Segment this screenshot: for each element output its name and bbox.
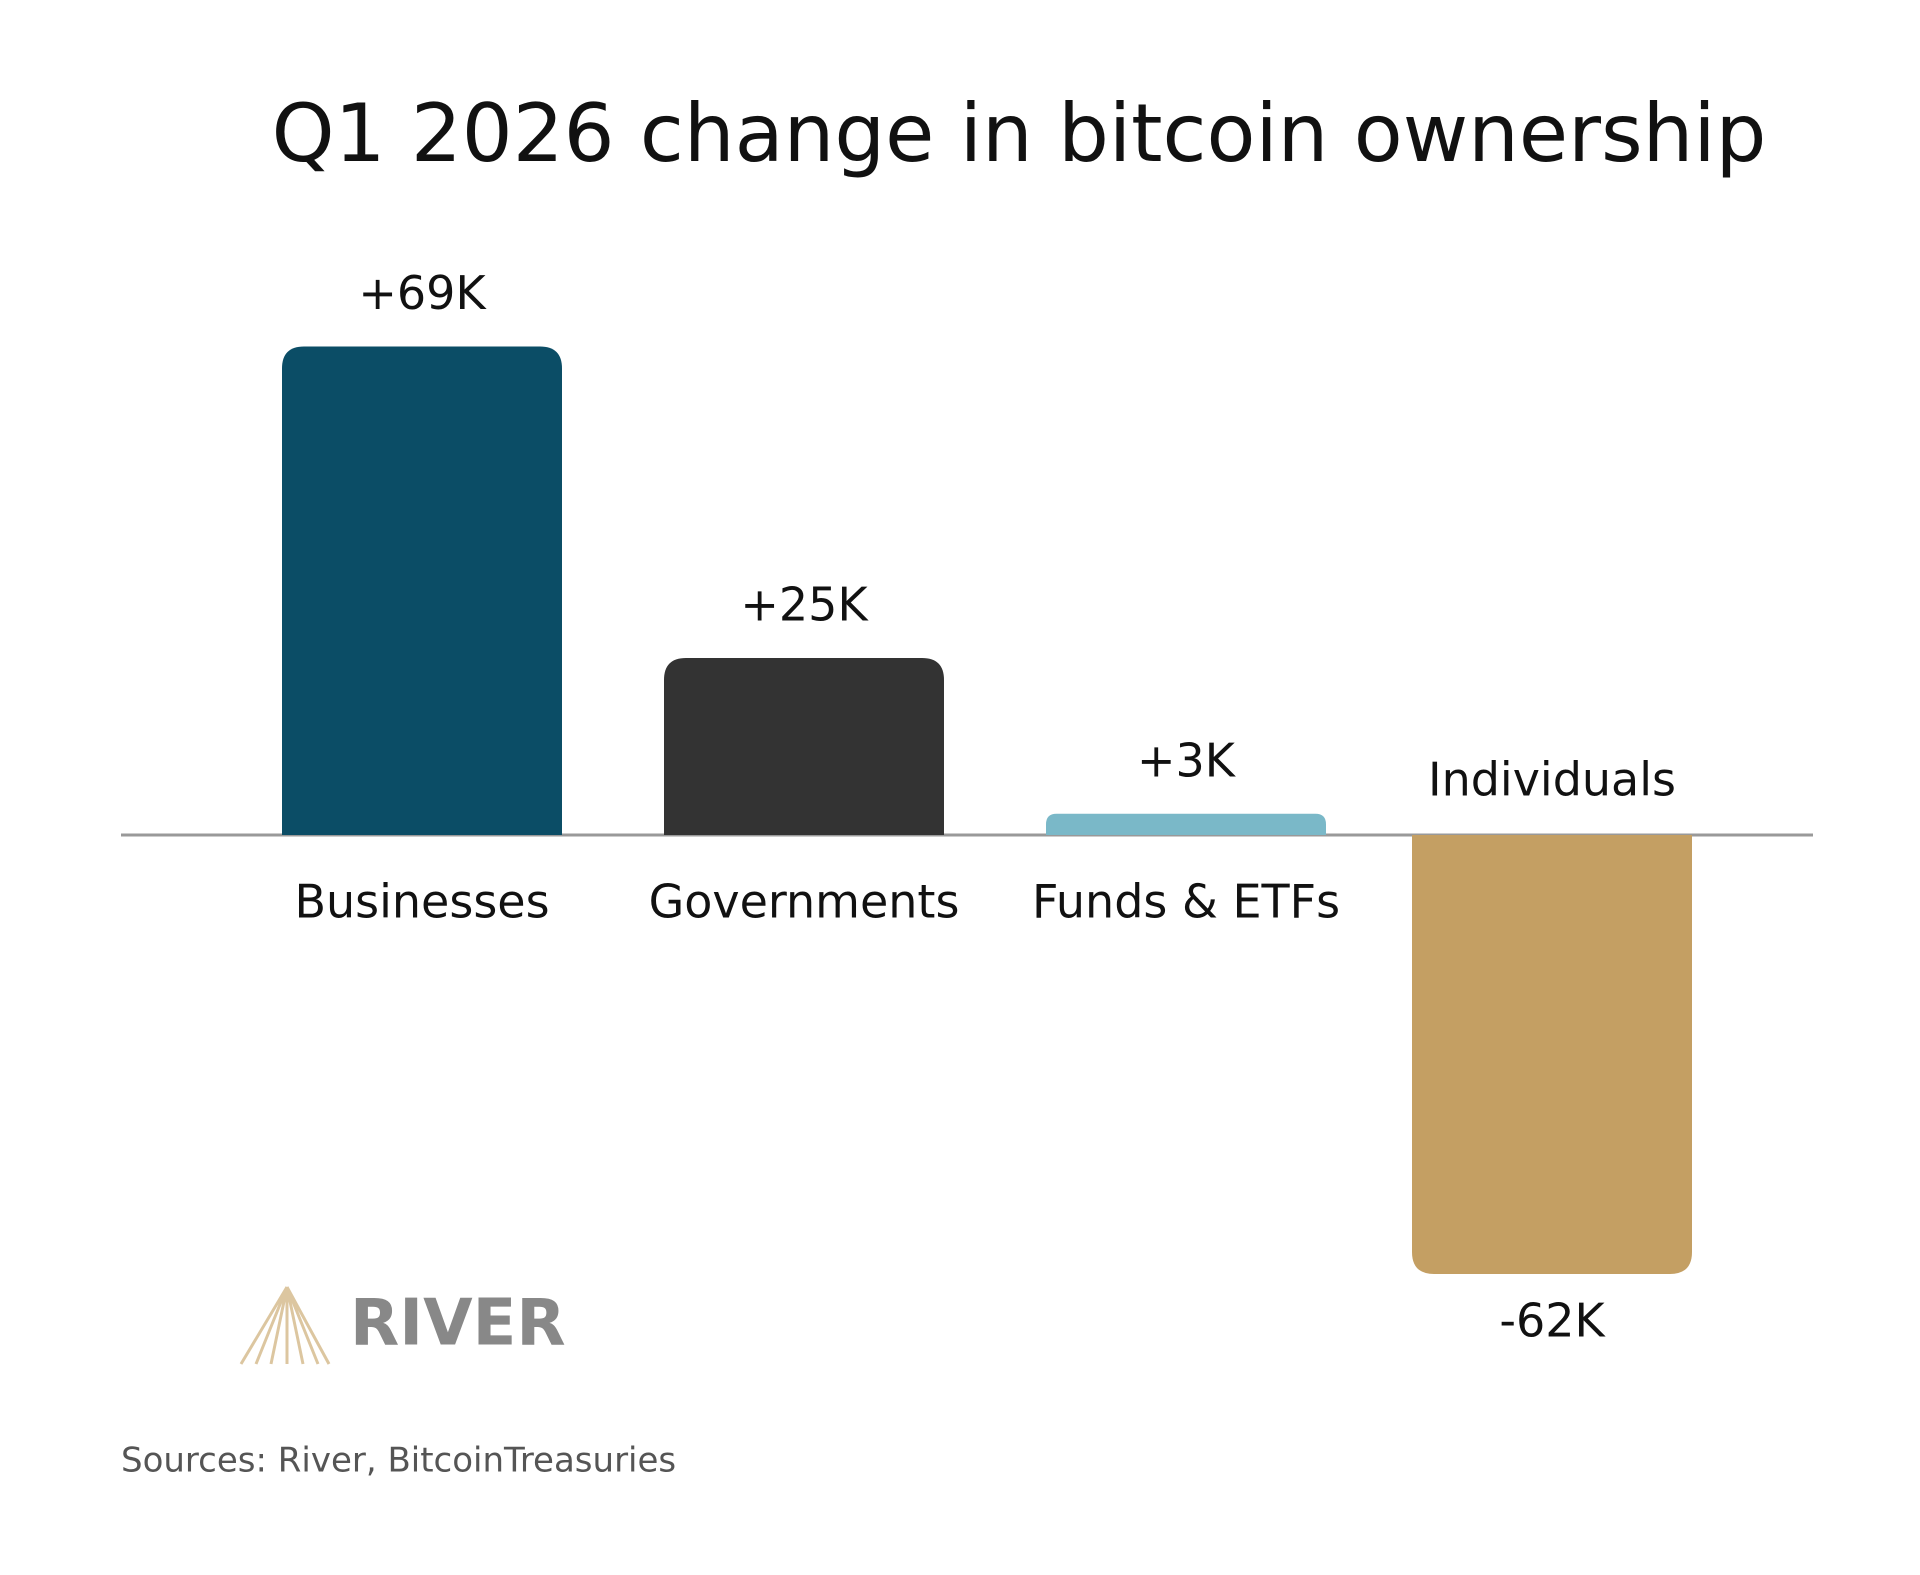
- logo-text: RIVER: [350, 1287, 566, 1361]
- category-label: Individuals: [1428, 753, 1676, 807]
- bar: [282, 346, 562, 835]
- value-label: +3K: [1137, 733, 1237, 787]
- chart-title: Q1 2026 change in bitcoin ownership: [272, 87, 1767, 180]
- bar: [664, 658, 944, 835]
- value-label: +69K: [358, 266, 487, 320]
- category-label: Governments: [649, 875, 960, 929]
- bar: [1412, 835, 1692, 1274]
- bar: [1046, 813, 1326, 835]
- category-label: Businesses: [294, 875, 549, 929]
- category-label: Funds & ETFs: [1032, 875, 1340, 929]
- value-label: +25K: [740, 578, 869, 632]
- source-note: Sources: River, BitcoinTreasuries: [121, 1441, 676, 1481]
- logo-mark: [239, 1286, 331, 1365]
- value-label: -62K: [1499, 1293, 1606, 1347]
